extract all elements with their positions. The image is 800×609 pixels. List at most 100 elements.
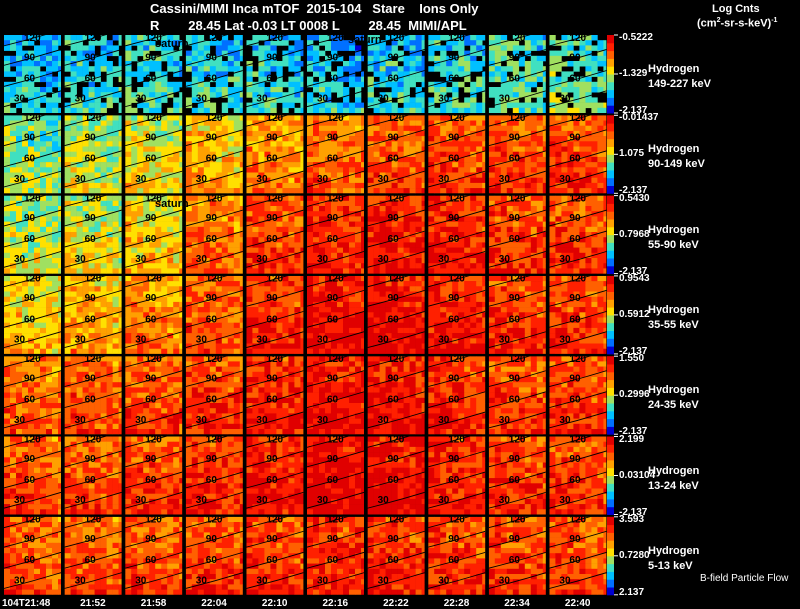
contour-label: 60 <box>24 555 36 566</box>
contour-label: 120 <box>24 515 41 526</box>
contour-label: 120 <box>327 434 344 445</box>
contour-label: 90 <box>24 293 36 304</box>
contour-label: 30 <box>75 415 87 426</box>
contour-label: 120 <box>206 193 223 204</box>
contour-label: 90 <box>448 374 460 385</box>
image-panel: 120 90 60 30 <box>549 113 607 194</box>
contour-line <box>428 275 470 288</box>
image-panel: 120 90 60 30 <box>488 275 546 354</box>
contour-line <box>488 150 546 168</box>
contour-line <box>185 250 243 268</box>
contour-label: 60 <box>206 555 218 566</box>
image-panel: 120 90 60 30 <box>185 193 243 274</box>
colorbar-min-label: -2.137 <box>619 426 648 438</box>
contour-line <box>549 572 607 589</box>
contour-line <box>367 491 425 509</box>
contour-line <box>307 195 349 207</box>
contour-label: 30 <box>317 575 329 586</box>
band-energy-label: 149-227 keV <box>648 78 711 90</box>
contour-label: 120 <box>266 113 283 124</box>
contour-line <box>307 551 364 569</box>
contour-line <box>185 391 243 409</box>
contour-line <box>488 250 546 268</box>
contour-line <box>64 311 122 328</box>
band-row: 120 90 60 30 120 90 60 30 120 90 60 30 120 90 60 30 120 9… <box>4 193 607 274</box>
contour-line <box>428 436 470 448</box>
contour-line <box>64 49 122 66</box>
contour-line <box>549 436 592 448</box>
contour-label: 120 <box>24 193 41 204</box>
contour-label: 60 <box>327 475 339 486</box>
contour-line <box>428 150 486 168</box>
contour-line <box>185 516 228 529</box>
contour-line <box>185 35 228 47</box>
contour-label: 120 <box>509 193 526 204</box>
image-panel: 120 90 60 30 <box>4 356 61 435</box>
contour-line <box>64 230 122 248</box>
contour-label: 120 <box>569 113 586 124</box>
contour-line <box>549 551 607 569</box>
colorbar-units: (cm2-sr-s-keV)-1 <box>697 17 777 30</box>
contour-line <box>185 150 243 168</box>
image-panel: 120 90 60 30 <box>488 436 546 515</box>
contour-line <box>367 289 425 307</box>
contour-line <box>307 516 349 529</box>
contour-label: 120 <box>206 274 223 285</box>
colorbar <box>607 195 618 275</box>
chart-title: Cassini/MIMI Inca mTOF 2015-104 Stare Io… <box>150 1 479 16</box>
contour-label: 120 <box>145 434 162 445</box>
contour-label: 90 <box>327 454 339 465</box>
units-sup: 2 <box>716 17 721 24</box>
contour-label: 90 <box>24 52 36 63</box>
contour-line <box>549 230 607 248</box>
contour-label: 30 <box>14 575 26 586</box>
contour-label: 90 <box>266 534 278 545</box>
contour-label: 30 <box>559 415 571 426</box>
contour-label: 60 <box>85 314 97 325</box>
contour-label: 60 <box>448 395 460 406</box>
time-tick-label: 104T21:48 <box>2 598 51 609</box>
contour-line <box>367 150 425 168</box>
contour-line <box>64 356 107 368</box>
contour-label: 30 <box>317 174 329 185</box>
contour-label: 60 <box>388 73 400 84</box>
contour-label: 120 <box>509 33 526 44</box>
contour-label: 120 <box>206 113 223 124</box>
contour-line <box>4 370 61 387</box>
contour-line <box>185 209 243 227</box>
colorbar-max-label: 0.9543 <box>619 272 650 284</box>
contour-label: 30 <box>559 94 571 105</box>
contour-label: 90 <box>388 454 400 465</box>
time-tick-label: 22:10 <box>261 598 288 609</box>
band-energy-label: 24-35 keV <box>648 399 699 412</box>
contour-line <box>4 70 61 87</box>
contour-line <box>428 170 486 188</box>
contour-label: 60 <box>569 314 581 325</box>
contour-label: 60 <box>145 234 157 245</box>
contour-line <box>367 572 425 589</box>
contour-label: 30 <box>438 575 450 586</box>
contour-label: 30 <box>378 174 390 185</box>
contour-label: 90 <box>24 454 36 465</box>
contour-line <box>246 230 304 248</box>
contour-line <box>549 115 592 127</box>
contour-line <box>246 450 304 468</box>
contour-line <box>4 250 61 268</box>
contour-line <box>64 170 122 188</box>
contour-label: 120 <box>24 33 41 44</box>
contour-label: 120 <box>145 515 162 526</box>
image-panel: 120 90 60 30 <box>307 195 364 274</box>
contour-label: 30 <box>135 415 147 426</box>
image-panel: 120 90 60 30 <box>549 275 607 354</box>
saturn-marker: saturn <box>155 38 189 50</box>
image-panel: 120 90 60 30 <box>246 195 304 274</box>
contour-label: 30 <box>378 94 390 105</box>
contour-line <box>64 289 122 307</box>
contour-label: 60 <box>509 395 521 406</box>
contour-line <box>549 289 607 307</box>
contour-label: 120 <box>509 354 526 365</box>
contour-label: 90 <box>448 133 460 144</box>
contour-line <box>549 530 607 548</box>
contour-line <box>307 129 364 147</box>
